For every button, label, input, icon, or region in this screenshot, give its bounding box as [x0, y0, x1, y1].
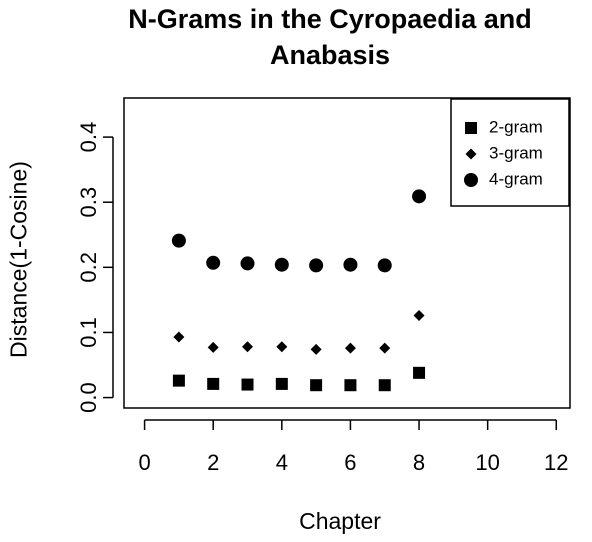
legend-marker-2-gram [465, 122, 477, 134]
y-tick-label: 0.4 [76, 122, 101, 153]
x-tick-label: 2 [207, 450, 219, 475]
legend-label-2-gram: 2-gram [489, 117, 543, 136]
point-4-gram [171, 233, 186, 248]
y-tick-label: 0.3 [76, 187, 101, 218]
point-4-gram [206, 255, 221, 270]
point-4-gram [343, 257, 358, 272]
point-3-gram [242, 341, 254, 353]
y-tick-label: 0.0 [76, 382, 101, 413]
y-tick-label: 0.2 [76, 252, 101, 283]
point-3-gram [344, 342, 356, 354]
x-tick-label: 0 [138, 450, 150, 475]
x-tick-label: 12 [544, 450, 568, 475]
point-4-gram [377, 258, 392, 273]
point-3-gram [276, 341, 288, 353]
point-4-gram [309, 258, 324, 273]
point-2-gram [207, 377, 220, 390]
x-tick-label: 8 [413, 450, 425, 475]
point-3-gram [413, 310, 425, 322]
point-2-gram [378, 379, 391, 392]
point-3-gram [310, 343, 322, 355]
legend-marker-3-gram [465, 148, 477, 160]
legend-label-3-gram: 3-gram [489, 143, 543, 162]
point-3-gram [173, 331, 185, 343]
point-2-gram [275, 377, 288, 390]
point-2-gram [241, 378, 254, 391]
point-3-gram [379, 342, 391, 354]
point-2-gram [344, 379, 357, 392]
point-2-gram [310, 379, 323, 392]
plot-frame [123, 97, 571, 409]
legend-marker-4-gram [464, 173, 478, 187]
axes-group: 0 2 4 6 8 10 12 0.0 0.1 0.2 0.3 0.4 [76, 122, 569, 475]
x-tick-label: 4 [276, 450, 288, 475]
x-tick-label: 6 [344, 450, 356, 475]
x-axis-label: Chapter [299, 508, 381, 534]
legend-label-4-gram: 4-gram [489, 169, 543, 188]
point-4-gram [274, 257, 289, 272]
legend: 2-gram 3-gram 4-gram [450, 98, 570, 207]
data-points-group [171, 189, 427, 392]
x-tick-label: 10 [475, 450, 499, 475]
point-2-gram [413, 366, 426, 379]
point-2-gram [172, 374, 185, 387]
chart-title-line-1: N-Grams in the Cyropaedia and [128, 4, 532, 34]
point-4-gram [240, 256, 255, 271]
y-tick-label: 0.1 [76, 317, 101, 348]
y-axis-label: Distance(1-Cosine) [5, 161, 32, 358]
point-4-gram [412, 189, 427, 204]
point-3-gram [207, 341, 219, 353]
chart-title-line-2: Anabasis [269, 40, 391, 70]
